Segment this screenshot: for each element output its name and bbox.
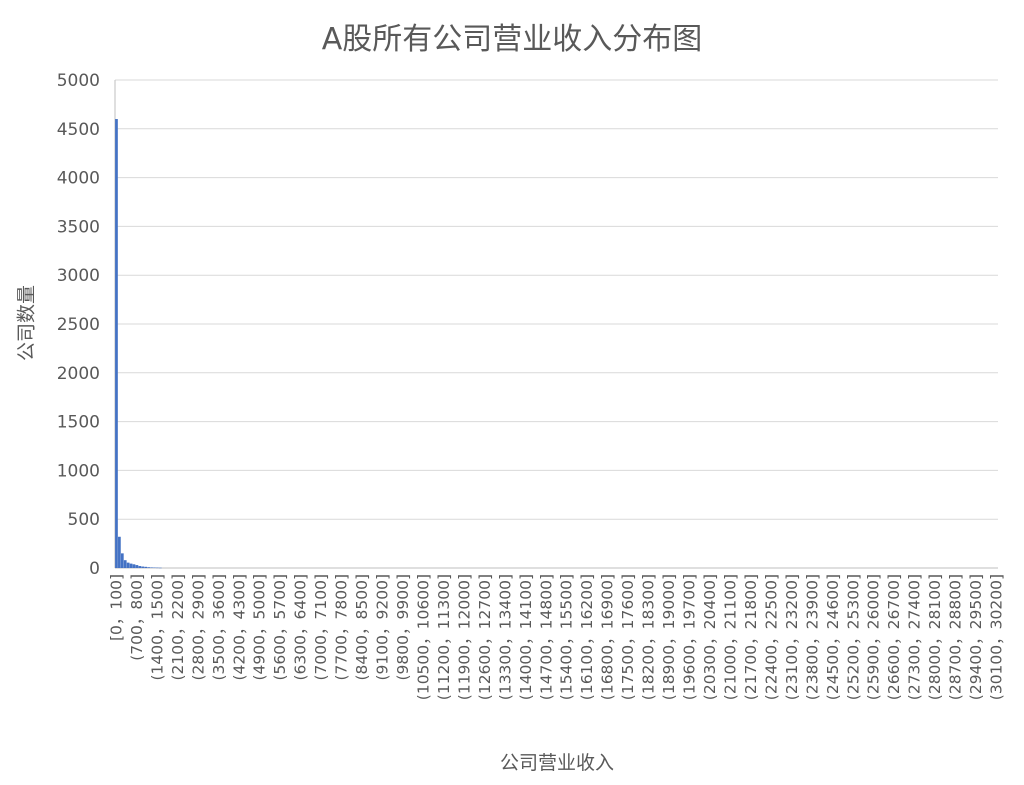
x-tick-label: (3500，3600] [210,574,228,681]
x-tick-label: (20300，20400] [701,574,719,700]
x-tick-label: (8400，8500] [353,574,371,681]
x-tick-label: (14700，14800] [537,574,555,700]
x-tick-label: (21000，21100] [721,574,739,700]
y-tick-label: 5000 [57,71,100,91]
bar [132,564,136,568]
x-tick-label: (18900，19000] [660,574,678,700]
x-tick-label: (1400，1500] [148,574,166,681]
x-tick-label: (16800，16900] [599,574,617,700]
y-tick-label: 2000 [57,364,100,384]
x-tick-label: (13300，13400] [496,574,514,700]
x-axis-label: 公司营业收入 [499,752,614,774]
x-tick-label: (10500，10600] [414,574,432,700]
x-tick-label: (7700，7800] [333,574,351,681]
bar [156,567,159,569]
bar [129,563,133,568]
bar [123,560,127,568]
y-tick-label: 2500 [57,315,100,335]
y-tick-label: 500 [68,510,100,530]
x-tick-label: (16100，16200] [578,574,596,700]
x-tick-label: (15400，15500] [558,574,576,700]
bar [115,119,118,568]
x-tick-label: (7000，7100] [312,574,330,681]
bar [135,565,139,568]
x-tick-label: (2800，2900] [189,574,207,681]
bar [138,566,142,568]
x-tick-label: (4200，4300] [230,574,248,681]
bar [141,566,145,568]
bar [147,567,150,568]
bar [150,567,153,568]
y-tick-label: 3500 [57,217,100,237]
x-tick-label: (23800，23900] [803,574,821,700]
y-tick-label: 1500 [57,413,100,433]
x-tick-label: (25200，25300] [844,574,862,700]
x-tick-label: (28700，28800] [947,574,965,700]
x-tick-label: (17500，17600] [619,574,637,700]
x-tick-label: (700，800] [128,574,146,661]
x-tick-label: (28000，28100] [926,574,944,700]
x-tick-label: (11200，11300] [435,574,453,700]
x-tick-label: [0，100] [107,574,125,641]
x-tick-label: (26600，26700] [885,574,903,700]
x-tick-label: (29400，29500] [967,574,985,700]
x-tick-label: (25900，26000] [865,574,883,700]
x-tick-label: (11900，12000] [455,574,473,700]
x-tick-label: (24500，24600] [824,574,842,700]
x-tick-label: (9800，9900] [394,574,412,681]
x-tick-label: (21700，21800] [742,574,760,700]
bar [126,562,130,568]
y-tick-label: 1000 [57,461,100,481]
y-tick-label: 4500 [57,120,100,140]
bar [118,536,121,568]
chart-title: A股所有公司营业收入分布图 [321,22,703,57]
x-tick-label: (12600，12700] [476,574,494,700]
x-tick-label: (30100，30200] [988,574,1006,700]
x-tick-label: (27300，27400] [906,574,924,700]
x-tick-label: (4900，5000] [251,574,269,681]
x-tick-label: (2100，2200] [169,574,187,681]
x-tick-label: (6300，6400] [292,574,310,681]
x-tick-label: (14000，14100] [517,574,535,700]
x-tick-label: (9100，9200] [374,574,392,681]
bar [158,567,162,569]
y-tick-label: 0 [89,559,100,579]
y-tick-label: 4000 [57,169,100,189]
x-tick-label: (19600，19700] [681,574,699,700]
bar [153,567,156,569]
bar [120,553,124,568]
x-tick-label: (5600，5700] [271,574,289,681]
x-tick-label: (18200，18300] [640,574,658,700]
x-tick-label: (22400，22500] [762,574,780,700]
x-tick-label: (23100，23200] [783,574,801,700]
bar [144,566,148,568]
y-tick-label: 3000 [57,266,100,286]
